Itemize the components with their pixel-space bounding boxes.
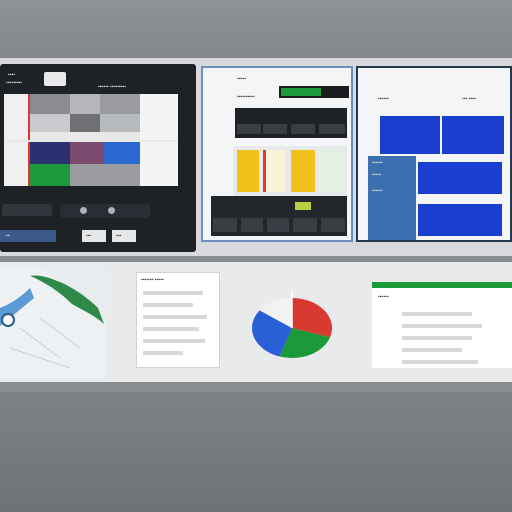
key[interactable] xyxy=(293,218,317,232)
pie-slice-3 xyxy=(259,298,292,328)
tile[interactable] xyxy=(140,94,178,140)
form-row[interactable] xyxy=(402,324,482,328)
tile[interactable] xyxy=(70,114,100,132)
card[interactable] xyxy=(291,150,315,192)
panel-subtitle: ▪▪▪▪▪▪▪▪▪▪ xyxy=(237,94,255,100)
list-row[interactable] xyxy=(143,303,193,307)
header-left: ▪▪▪▪▪▪ xyxy=(378,96,389,102)
blue-tile[interactable] xyxy=(418,162,502,194)
key[interactable] xyxy=(237,124,261,134)
blue-tile[interactable] xyxy=(442,116,504,154)
middle-dashboard-panel: ▪▪▪▪▪ ▪▪▪▪▪▪▪▪▪▪ xyxy=(201,66,353,242)
key-highlight xyxy=(295,202,311,210)
status-label: ▪▪ xyxy=(6,233,10,239)
form-panel: ▪▪▪▪▪▪ xyxy=(372,282,512,368)
tile[interactable] xyxy=(30,164,70,186)
tile[interactable] xyxy=(70,94,100,114)
panel-subtitle: ▪▪▪▪▪▪▪▪▪ xyxy=(6,80,22,86)
list-panel: ▪▪▪▪▪▪▪ ▪▪▪▪▪ xyxy=(136,272,220,368)
card[interactable] xyxy=(263,150,285,192)
blue-tile[interactable] xyxy=(380,116,440,154)
form-row[interactable] xyxy=(402,348,462,352)
panel-title: ▪▪▪▪▪ xyxy=(237,76,246,82)
pie-slice-2 xyxy=(252,310,292,357)
left-dashboard-panel: ▪▪▪▪ ▪▪▪▪▪▪▪▪▪ ▪▪▪▪▪▪ ▪▪▪▪▪▪▪▪▪ ▪▪ ▪▪▪ ▪… xyxy=(0,64,196,252)
tile[interactable] xyxy=(30,114,70,132)
card[interactable] xyxy=(319,150,343,192)
tile[interactable] xyxy=(4,142,30,186)
list-row[interactable] xyxy=(143,327,199,331)
map-panel xyxy=(0,268,106,378)
list-row[interactable] xyxy=(143,291,203,295)
tile[interactable] xyxy=(100,114,140,132)
list-row[interactable] xyxy=(143,339,205,343)
button-label: ▪▪▪ xyxy=(116,233,122,239)
form-row[interactable] xyxy=(402,336,472,340)
form-row[interactable] xyxy=(402,360,478,364)
list-row[interactable] xyxy=(143,351,183,355)
side-label: ▪▪▪▪▪▪ xyxy=(372,188,383,194)
tile[interactable] xyxy=(30,94,70,114)
pie-chart xyxy=(250,290,340,360)
tile[interactable] xyxy=(70,142,104,164)
tile[interactable] xyxy=(100,94,140,114)
key[interactable] xyxy=(321,218,345,232)
right-dashboard-panel: ▪▪▪▪▪▪ ▪▪▪ ▪▪▪▪ ▪▪▪▪▪▪ ▪▪▪▪▪ ▪▪▪▪▪▪ xyxy=(356,66,512,242)
record-icon xyxy=(108,207,115,214)
tile[interactable] xyxy=(70,164,140,186)
panel-title: ▪▪▪▪ xyxy=(8,72,16,78)
key[interactable] xyxy=(213,218,237,232)
tile[interactable] xyxy=(140,142,178,186)
tile[interactable] xyxy=(104,142,140,164)
button-label: ▪▪▪ xyxy=(86,233,92,239)
header-right: ▪▪▪ ▪▪▪▪ xyxy=(462,96,476,102)
pie-slice-1 xyxy=(279,328,331,358)
key[interactable] xyxy=(263,124,287,134)
list-row[interactable] xyxy=(143,315,207,319)
key[interactable] xyxy=(291,124,315,134)
status-bar: ▪▪ xyxy=(0,230,56,242)
card[interactable] xyxy=(237,150,259,192)
status-badge xyxy=(279,86,349,98)
key[interactable] xyxy=(319,124,345,134)
panel-logo xyxy=(44,72,66,86)
side-label: ▪▪▪▪▪ xyxy=(372,172,381,178)
control-bar[interactable] xyxy=(60,204,150,218)
button[interactable]: ▪▪▪ xyxy=(112,230,136,242)
color-cards xyxy=(233,146,347,196)
map-graphic xyxy=(0,268,106,369)
tile-grid xyxy=(4,94,178,186)
control-bar[interactable] xyxy=(2,204,52,216)
key-bank xyxy=(211,196,347,236)
side-label: ▪▪▪▪▪▪ xyxy=(372,160,383,166)
form-title: ▪▪▪▪▪▪ xyxy=(378,294,389,300)
key[interactable] xyxy=(267,218,289,232)
form-row[interactable] xyxy=(402,312,472,316)
side-panel xyxy=(368,156,416,240)
list-title: ▪▪▪▪▪▪▪ ▪▪▪▪▪ xyxy=(141,277,164,283)
button[interactable]: ▪▪▪ xyxy=(82,230,106,242)
wall-top xyxy=(0,0,512,58)
record-icon xyxy=(80,207,87,214)
pie-slice-0 xyxy=(292,298,332,338)
pie-svg xyxy=(252,290,332,358)
wall-bottom xyxy=(0,392,512,512)
panel-header: ▪▪▪▪▪▪ ▪▪▪▪▪▪▪▪▪ xyxy=(98,84,126,90)
tile[interactable] xyxy=(4,94,30,140)
blue-tile[interactable] xyxy=(418,204,502,236)
key[interactable] xyxy=(241,218,263,232)
tile[interactable] xyxy=(30,142,70,164)
control-row xyxy=(235,108,347,138)
